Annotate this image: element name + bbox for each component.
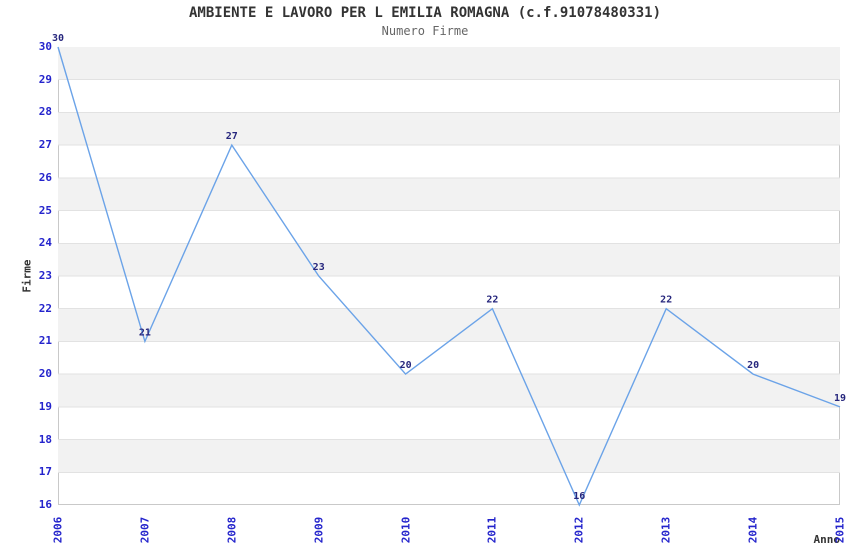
y-axis-tick-label: 29 <box>38 72 52 86</box>
x-axis-title: Anno <box>813 533 841 546</box>
y-axis-tick-label: 30 <box>38 40 52 53</box>
y-axis-tick-label: 28 <box>38 105 52 119</box>
y-axis-tick-label: 16 <box>38 498 52 511</box>
y-axis-tick-label: 22 <box>38 301 52 315</box>
plot-band <box>58 439 840 473</box>
series-line <box>57 46 841 507</box>
x-axis-tick-label: 2014 <box>746 516 760 544</box>
y-axis-tick-label: 18 <box>38 432 52 446</box>
x-axis-tick-label: 2008 <box>225 516 239 544</box>
x-axis-tick-label: 2015 <box>833 516 847 544</box>
x-axis-tick-label: 2006 <box>51 516 65 544</box>
y-axis-tick-label: 17 <box>38 465 52 479</box>
plot-band <box>58 47 840 80</box>
x-axis-tick-label: 2013 <box>659 516 673 544</box>
data-label: 20 <box>400 360 412 371</box>
chart-subtitle: Numero Firme <box>381 24 469 38</box>
plot-band <box>58 374 840 407</box>
data-label: 20 <box>747 360 759 371</box>
x-axis-tick-label: 2007 <box>138 516 152 544</box>
chart-title: AMBIENTE E LAVORO PER L EMILIA ROMAGNA (… <box>188 5 661 21</box>
y-axis-tick-label: 25 <box>38 203 52 217</box>
y-axis-tick-label: 27 <box>38 138 52 152</box>
plot-band <box>58 177 840 211</box>
x-axis-tick-label: 2012 <box>572 516 586 544</box>
data-label: 19 <box>834 393 846 404</box>
plot-band <box>58 243 840 276</box>
data-label: 21 <box>139 327 151 338</box>
y-axis-tick-label: 19 <box>38 399 52 413</box>
data-label: 22 <box>660 295 672 306</box>
plot-area: 30 21 27 23 20 22 16 22 20 19 <box>52 33 846 507</box>
y-axis-tick-label: 24 <box>38 236 52 250</box>
data-label: 23 <box>313 262 325 273</box>
chart-canvas: 30 21 27 23 20 22 16 22 20 19 <box>52 33 846 507</box>
plot-band <box>58 308 840 342</box>
x-axis-tick-label: 2011 <box>485 516 499 544</box>
x-axis-tick-label: 2009 <box>312 516 326 544</box>
data-label: 27 <box>226 131 238 142</box>
data-label: 22 <box>486 295 498 306</box>
data-label: 30 <box>52 33 64 44</box>
plot-band <box>58 112 840 146</box>
y-axis-tick-label: 26 <box>38 170 52 184</box>
y-axis-tick-label: 20 <box>38 367 52 381</box>
data-label: 16 <box>573 491 585 502</box>
y-axis-tick-label: 21 <box>38 334 52 348</box>
x-axis-tick-label: 2010 <box>399 516 413 544</box>
y-axis-tick-label: 23 <box>38 269 52 282</box>
